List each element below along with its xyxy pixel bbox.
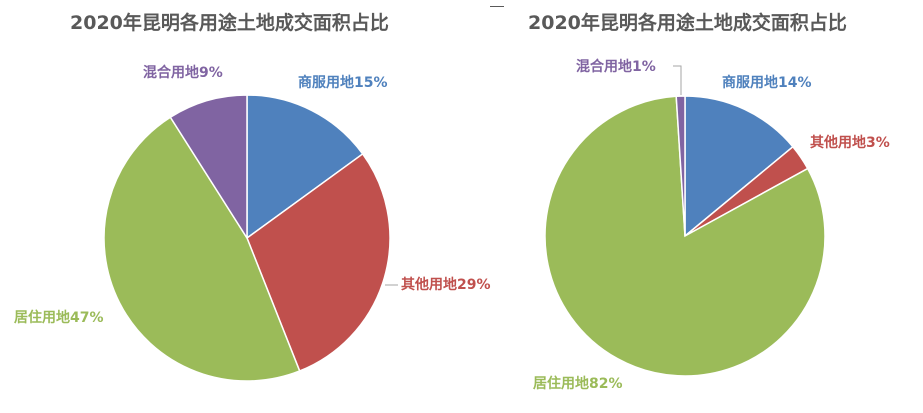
divider-mark [490, 6, 504, 7]
pie1-label-1: 其他用地29% [401, 276, 491, 293]
pie1-slice-2 [103, 116, 301, 382]
pie1-slice-1 [246, 152, 391, 372]
pie2-slice-2 [544, 95, 826, 377]
pie2-label-2: 居住用地82% [533, 375, 623, 392]
chart-title-left: 2020年昆明各用途土地成交面积占比 [70, 12, 389, 34]
pie2-label-1: 其他用地3% [810, 134, 890, 151]
chart-title-right: 2020年昆明各用途土地成交面积占比 [528, 12, 847, 34]
pie2-leader-3 [673, 65, 682, 95]
pie2-slice-3 [675, 95, 686, 237]
pie2-label-0: 商服用地14% [722, 74, 812, 91]
pie1-label-0: 商服用地15% [298, 74, 388, 91]
pie2-slice-0 [684, 95, 794, 238]
pie1-slice-0 [246, 94, 364, 240]
pie1-slice-3 [169, 94, 248, 241]
pie1-label-3: 混合用地9% [143, 64, 223, 81]
pie1-label-2: 居住用地47% [14, 309, 104, 326]
pie2-label-3: 混合用地1% [576, 58, 656, 75]
